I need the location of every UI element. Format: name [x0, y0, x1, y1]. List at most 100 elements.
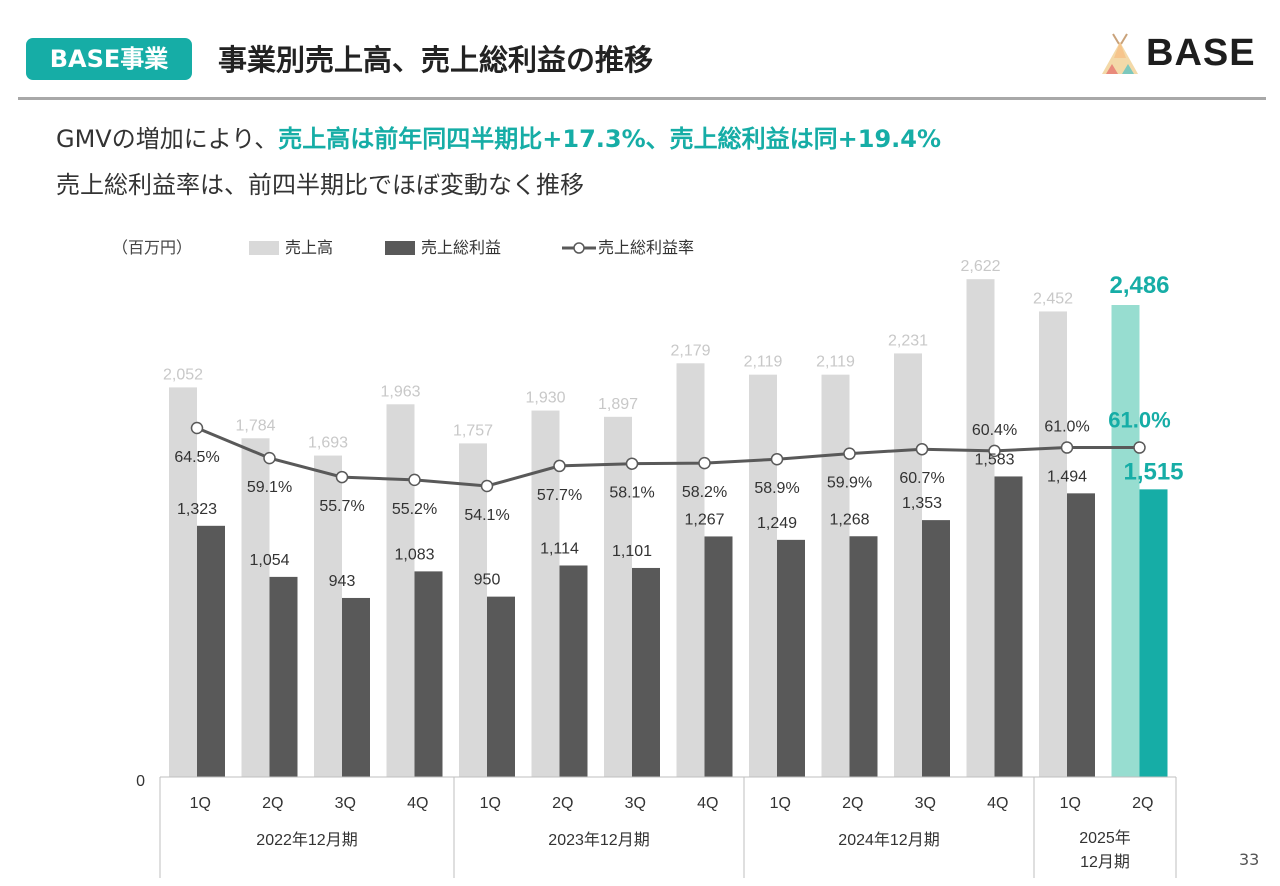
- x-group-label: 12月期: [1080, 853, 1130, 871]
- data-label-margin: 60.4%: [972, 422, 1017, 439]
- bar-gross-profit: [342, 597, 370, 777]
- data-label-gross-profit: 950: [474, 572, 501, 589]
- bar-sales: [749, 374, 777, 777]
- bar-sales: [169, 387, 197, 777]
- data-label-margin: 58.9%: [754, 480, 799, 497]
- margin-marker: [770, 452, 784, 466]
- x-group-label: 2022年12月期: [256, 831, 357, 849]
- bar-gross-profit: [922, 520, 950, 777]
- data-label-margin: 54.1%: [464, 507, 509, 524]
- headline-prefix: GMVの増加により、: [56, 125, 279, 153]
- data-label-margin: 58.2%: [682, 484, 727, 501]
- x-tick-label: 4Q: [987, 795, 1008, 812]
- margin-marker: [698, 456, 711, 470]
- data-label-margin: 55.2%: [392, 501, 437, 518]
- bar-sales: [1111, 305, 1140, 777]
- data-label-sales: 2,119: [744, 354, 783, 371]
- x-tick-label: 4Q: [407, 795, 428, 812]
- bar-gross-profit: [849, 536, 878, 777]
- data-label-margin: 55.7%: [319, 498, 364, 515]
- legend-label-margin: 売上総利益率: [598, 238, 695, 257]
- bar-gross-profit: [487, 596, 515, 777]
- bar-sales: [1039, 311, 1067, 777]
- data-label-sales: 1,784: [235, 417, 275, 434]
- data-label-gross-profit: 943: [329, 573, 356, 590]
- legend-label-sales: 売上高: [285, 238, 334, 257]
- data-label-gross-profit: 1,083: [394, 546, 434, 563]
- margin-marker: [480, 479, 494, 493]
- bar-gross-profit: [559, 565, 588, 777]
- data-label-sales: 2,486: [1109, 272, 1169, 299]
- legend-swatch-gross-profit: [385, 241, 415, 255]
- bar-gross-profit: [1139, 489, 1168, 777]
- x-tick-label: 3Q: [335, 795, 356, 812]
- base-logo: BASE: [1098, 30, 1258, 78]
- headline-highlight: 売上高は前年同四半期比+17.3%、売上総利益は同+19.4%: [278, 125, 942, 153]
- bar-sales: [459, 443, 487, 777]
- bar-gross-profit: [197, 525, 225, 777]
- legend-swatch-sales: [249, 241, 279, 255]
- page-title: 事業別売上高、売上総利益の推移: [218, 43, 654, 77]
- margin-marker: [263, 451, 276, 465]
- margin-line: [196, 426, 1140, 488]
- bar-sales: [894, 353, 922, 777]
- bars-layer: [169, 279, 1168, 777]
- data-label-gross-profit: 1,267: [684, 511, 724, 528]
- bar-gross-profit: [704, 536, 733, 777]
- data-label-gross-profit: 1,494: [1047, 468, 1087, 485]
- header-divider: [18, 97, 1266, 100]
- x-group-label: 2024年12月期: [838, 831, 939, 849]
- x-tick-label: 1Q: [480, 795, 501, 812]
- data-label-sales: 1,963: [380, 383, 420, 400]
- margin-marker: [915, 442, 929, 456]
- margin-marker: [190, 421, 204, 435]
- data-label-margin: 59.1%: [247, 479, 292, 496]
- x-group-label: 2023年12月期: [548, 831, 649, 849]
- logo-text: BASE: [1146, 32, 1256, 74]
- x-tick-label: 3Q: [625, 795, 646, 812]
- x-tick-label: 1Q: [770, 795, 791, 812]
- data-label-gross-profit: 1,101: [612, 543, 652, 560]
- data-label-gross-profit: 1,249: [757, 515, 797, 532]
- x-tick-label: 1Q: [1060, 795, 1081, 812]
- bar-sales: [314, 455, 342, 777]
- bar-sales: [386, 404, 415, 777]
- bar-gross-profit: [994, 476, 1023, 777]
- teepee-icon: [1102, 33, 1138, 74]
- data-label-margin: 59.9%: [827, 475, 872, 492]
- data-label-gross-profit: 1,268: [829, 511, 869, 528]
- x-tick-label: 2Q: [1132, 795, 1153, 812]
- data-label-margin: 57.7%: [537, 487, 582, 504]
- margin-marker: [553, 459, 566, 473]
- data-label-sales: 2,179: [670, 342, 710, 359]
- category-table: [159, 777, 1177, 878]
- data-label-sales: 1,693: [308, 435, 348, 452]
- data-label-sales: 2,119: [816, 354, 855, 371]
- subheadline-text: 売上総利益率は、前四半期比でほぼ変動なく推移: [56, 171, 584, 199]
- data-label-gross-profit: 1,323: [177, 501, 217, 518]
- headline-text: GMVの増加により、売上高は前年同四半期比+17.3%、売上総利益は同+19.4…: [56, 122, 941, 156]
- data-label-sales: 2,622: [960, 258, 1000, 275]
- bar-gross-profit: [1067, 493, 1095, 777]
- segment-tag: BASE事業: [26, 38, 192, 80]
- x-tick-label: 4Q: [697, 795, 718, 812]
- y-axis-zero-label: 0: [136, 773, 145, 790]
- data-label-sales: 1,897: [598, 396, 638, 413]
- bar-sales: [676, 363, 705, 777]
- margin-marker: [408, 473, 421, 487]
- data-label-sales: 2,052: [163, 366, 203, 383]
- bar-gross-profit: [632, 567, 660, 777]
- margin-marker: [843, 447, 856, 460]
- bar-sales: [821, 374, 850, 777]
- data-label-margin: 58.1%: [609, 485, 654, 502]
- x-tick-label: 2Q: [552, 795, 573, 812]
- margin-marker: [625, 457, 639, 470]
- x-tick-label: 2Q: [262, 795, 283, 812]
- margin-marker: [335, 470, 349, 484]
- legend-swatch-margin: [562, 242, 596, 254]
- bar-sales: [966, 279, 995, 777]
- x-tick-label: 1Q: [190, 795, 211, 812]
- bar-gross-profit: [414, 571, 443, 777]
- unit-label: （百万円）: [112, 238, 193, 257]
